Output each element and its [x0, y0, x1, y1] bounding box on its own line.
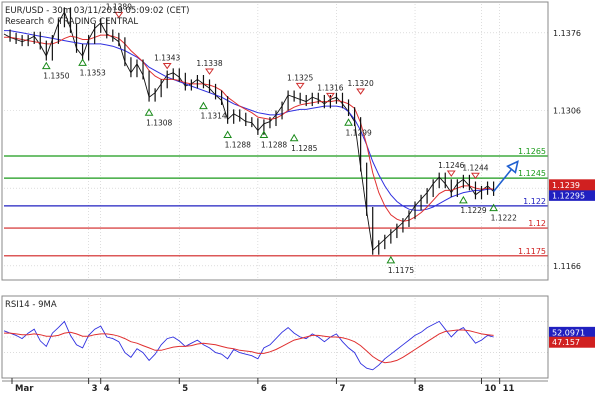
pivot-high-marker — [356, 88, 366, 95]
red-moving-average — [4, 34, 494, 222]
pivot-high-marker — [162, 62, 172, 70]
pivot-label: 1.1299 — [346, 128, 372, 137]
y-tick-label: 1.1306 — [553, 106, 581, 115]
x-tick-label: 7 — [339, 384, 345, 394]
pivot-label: 1.1285 — [291, 144, 317, 153]
pivot-high-marker — [446, 170, 456, 177]
forecast-arrow — [492, 160, 519, 192]
pivot-label: 1.1350 — [43, 72, 69, 81]
pivot-label: 1.1389 — [106, 2, 132, 11]
pivot-label: 1.1288 — [261, 140, 287, 149]
y-tick-label: 1.1376 — [553, 29, 581, 38]
level-label: 1.1175 — [518, 247, 546, 256]
x-tick-label: 10 — [485, 384, 497, 394]
pivot-label: 1.1314 — [200, 112, 226, 121]
x-tick-label: 8 — [418, 384, 424, 394]
pivot-high-marker — [295, 82, 305, 90]
pivot-label: 1.1320 — [347, 79, 373, 88]
x-tick-label: 5 — [182, 384, 188, 394]
pivot-high-marker — [114, 11, 124, 19]
pivot-label: 1.1343 — [154, 53, 180, 62]
pivot-low-marker — [199, 101, 208, 110]
y-tick-label: 1.1166 — [553, 262, 581, 271]
forecast-arrow-head — [506, 160, 519, 174]
pivot-high-marker — [325, 92, 335, 100]
pivot-low-marker — [144, 108, 154, 116]
pivot-label: 1.1353 — [80, 68, 106, 77]
pivot-label: 1.1308 — [146, 118, 172, 127]
header-line2: Research © TRADING CENTRAL — [5, 17, 138, 27]
x-axis: Mar 3 4 5 6 7 8 10 11 — [2, 378, 548, 394]
x-tick-label: 3 — [92, 384, 98, 394]
pivot-low-marker — [259, 130, 269, 138]
pivot-label: 1.1338 — [196, 59, 222, 68]
x-tick-label: 11 — [503, 384, 515, 394]
pivot-low-marker — [78, 58, 87, 66]
price-tag-box — [549, 179, 595, 191]
pivot-low-marker — [223, 130, 233, 138]
pivot-low-marker — [41, 61, 51, 70]
price-series — [3, 7, 495, 255]
rsi-value-box — [549, 326, 595, 338]
pivot-label: 1.1316 — [317, 83, 343, 92]
pivot-high-marker — [471, 172, 480, 180]
x-tick-label: Mar — [15, 384, 34, 394]
indicator-title: RSI14 - 9MA — [5, 300, 57, 310]
pivot-label: 1.1175 — [388, 266, 414, 275]
pivot-low-marker — [344, 118, 353, 126]
price-tag-label: 1.1239 — [552, 181, 580, 190]
pivot-label: 1.1229 — [460, 206, 486, 215]
rsi-frame — [1, 295, 549, 379]
pivot-label: 1.1246 — [438, 161, 464, 170]
pivot-low-marker — [459, 195, 468, 204]
rsi-series — [3, 320, 494, 371]
pivot-label: 1.1409 — [69, 0, 95, 1]
pivot-high-marker — [205, 68, 214, 75]
x-tick-label: 6 — [261, 384, 267, 394]
price-tag-label: 1.12295 — [552, 191, 585, 200]
x-tick-label: 4 — [104, 384, 110, 394]
price-line — [3, 10, 494, 252]
level-label: 1.122 — [523, 197, 546, 206]
rsi-value-label: 52.0971 — [552, 328, 585, 337]
level-label: 1.1245 — [518, 169, 546, 178]
pivot-label: 1.1288 — [225, 140, 251, 149]
pivot-label: 1.1244 — [462, 163, 488, 172]
pivot-label: 1.1222 — [491, 214, 517, 223]
pivot-label: 1.1325 — [287, 73, 313, 82]
rsi-line — [3, 320, 494, 371]
price-tag-box — [549, 189, 595, 201]
pivot-low-marker — [386, 255, 396, 264]
support-resistance-levels: 1.1265 1.1245 1.122 1.12 1.1175 — [4, 147, 548, 257]
pivot-low-marker — [489, 203, 498, 212]
header-line1: EUR/USD - 30m 03/11/2019 05:09:02 (CET) — [5, 6, 190, 16]
rsi-grid — [4, 298, 548, 376]
pivot-low-marker — [289, 133, 299, 142]
blue-moving-average — [4, 30, 494, 211]
level-label: 1.1265 — [518, 147, 546, 156]
rsi-value-box — [549, 336, 595, 348]
pivot-markers: 1.1409 1.1389 1.1350 1.1353 1.1343 1.1308 1.13… — [41, 0, 517, 275]
main-frame — [1, 1, 549, 281]
rsi-value-label: 47.157 — [552, 338, 580, 347]
rsi-ma-line — [4, 329, 494, 364]
level-label: 1.12 — [528, 219, 546, 228]
